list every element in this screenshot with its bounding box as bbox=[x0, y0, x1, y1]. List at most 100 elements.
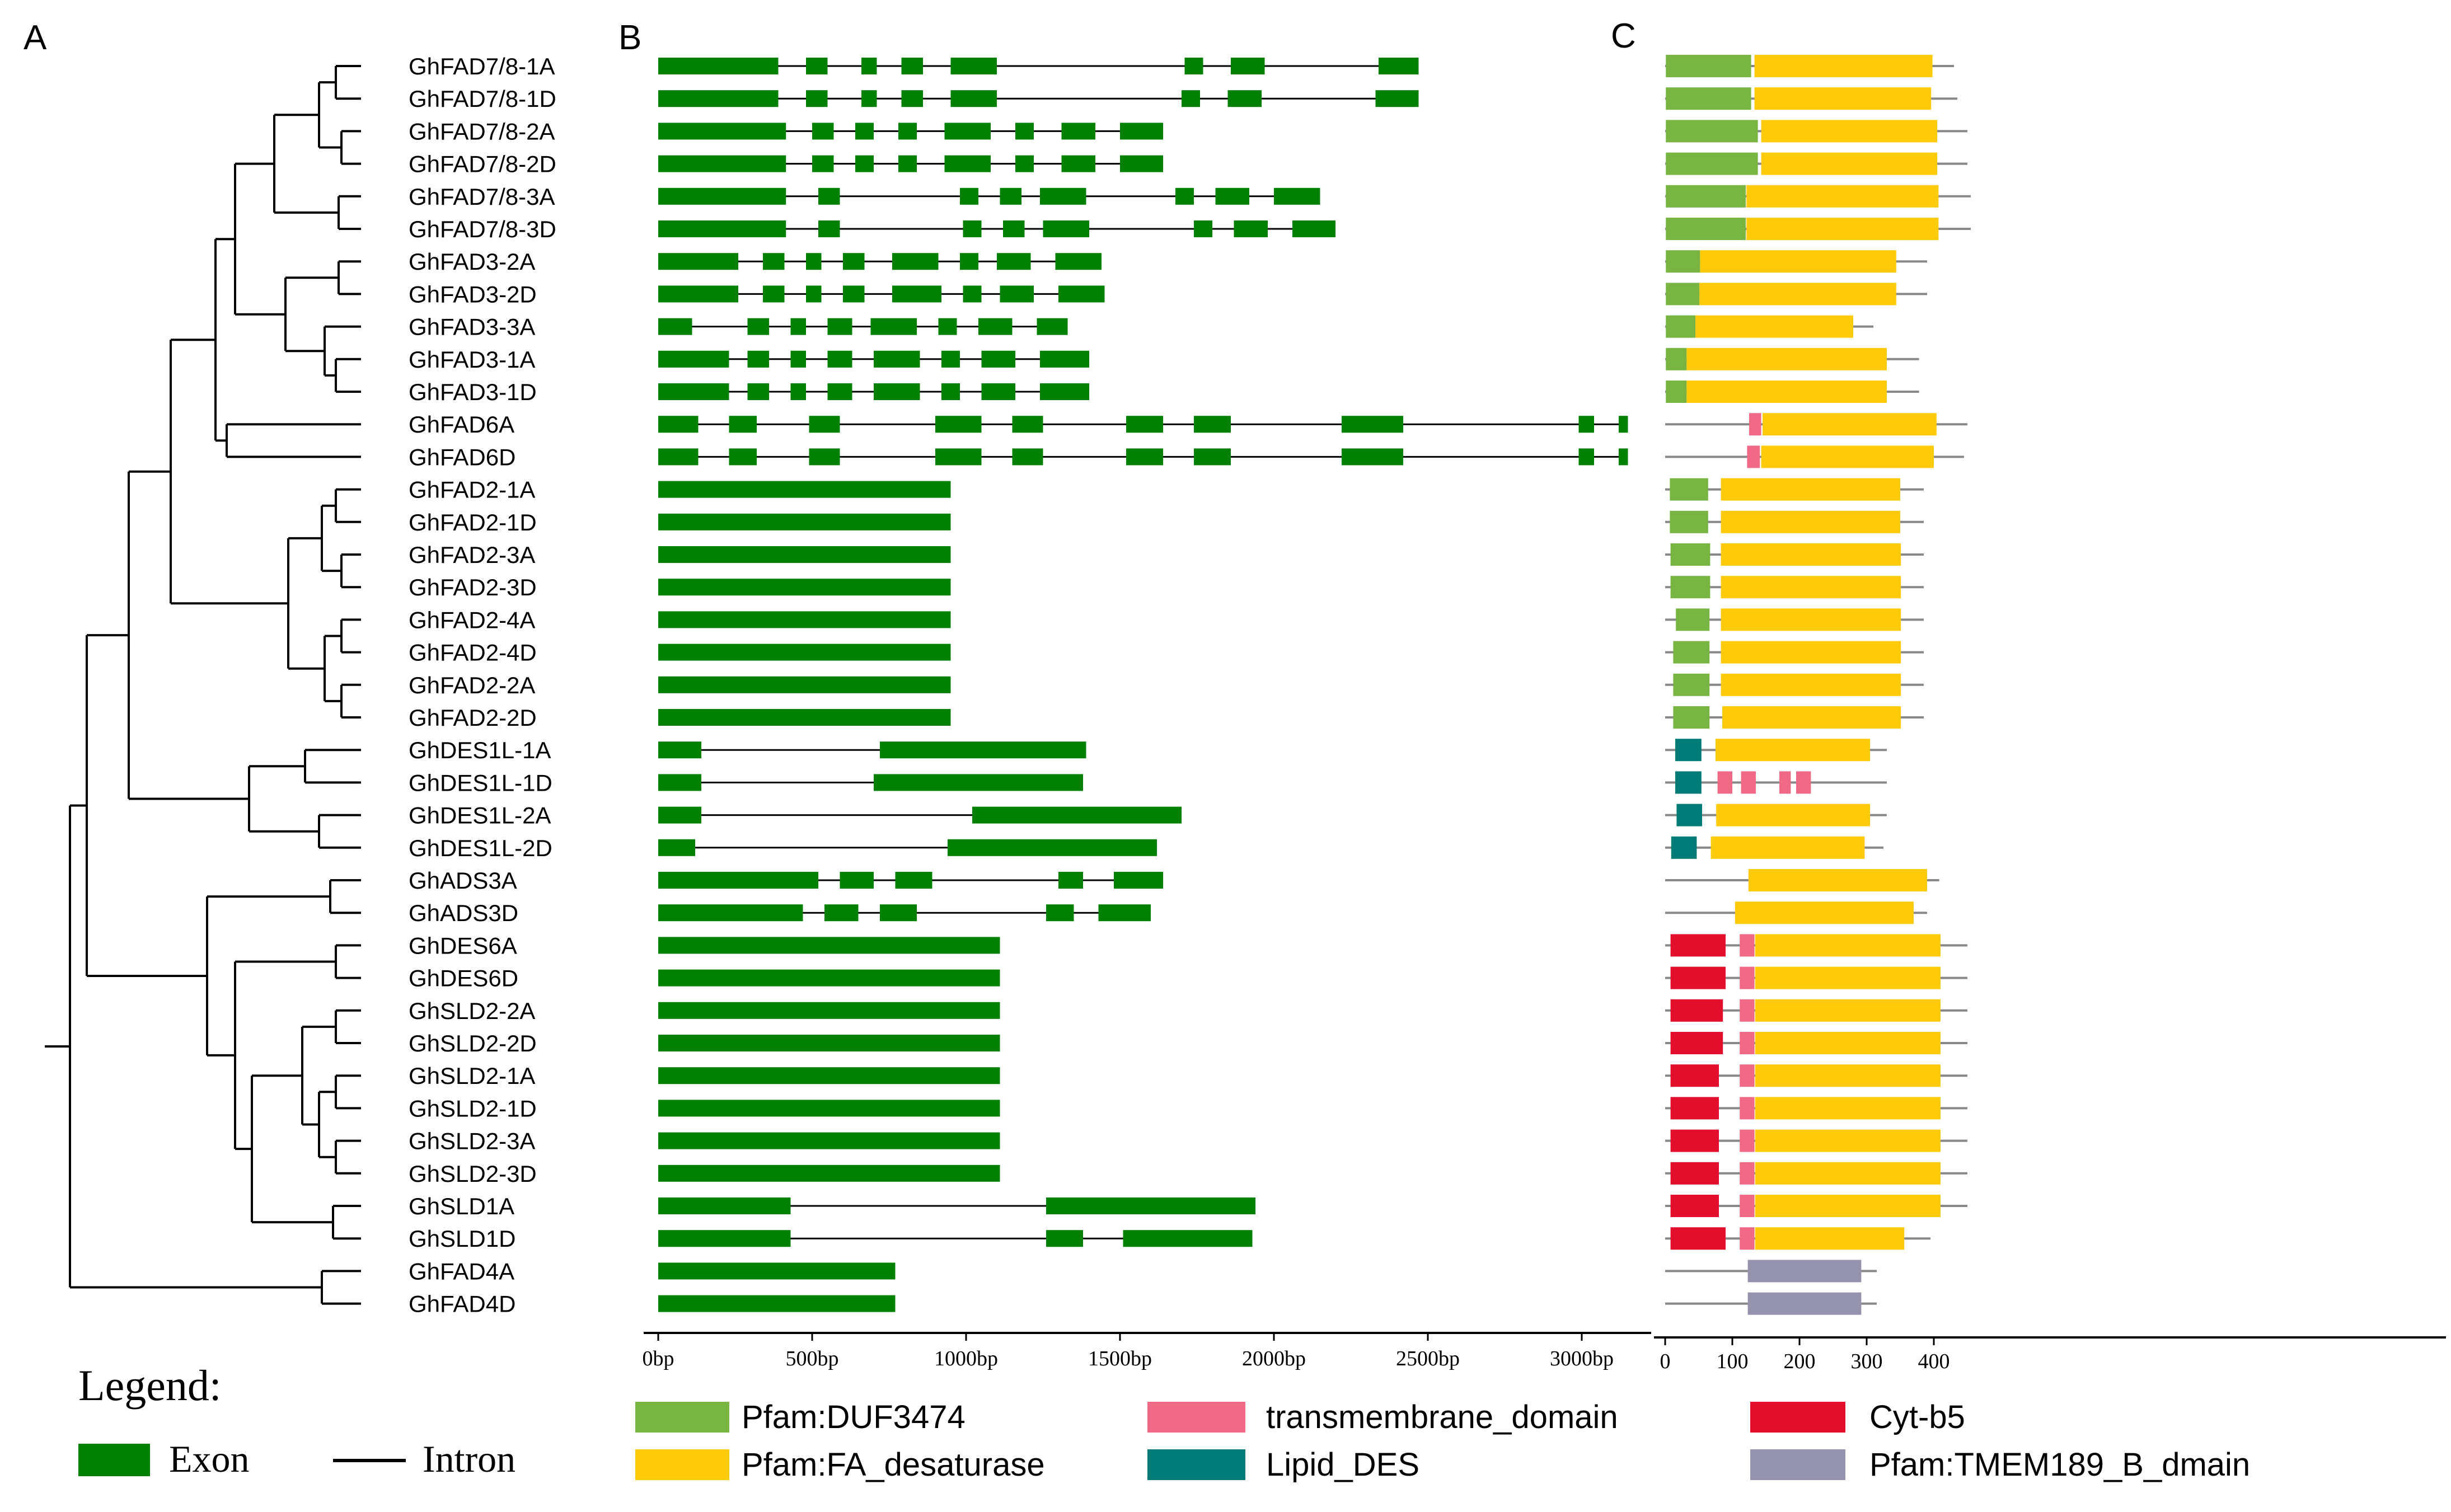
exon bbox=[1175, 187, 1194, 205]
legend-title: Legend: bbox=[78, 1361, 222, 1410]
gene-label: GhFAD2-1A bbox=[409, 477, 535, 503]
exon bbox=[824, 904, 859, 922]
protein-row bbox=[1665, 1097, 1967, 1120]
exon bbox=[658, 546, 951, 563]
exon bbox=[658, 285, 738, 303]
protein-row bbox=[1665, 1129, 1967, 1152]
exon bbox=[763, 285, 785, 303]
domain-fa-desaturase bbox=[1721, 543, 1901, 566]
exon bbox=[658, 709, 951, 726]
exon bbox=[901, 58, 923, 74]
exon bbox=[827, 383, 852, 400]
gene-structure-row bbox=[658, 220, 1335, 237]
gene-structure-row bbox=[658, 155, 1163, 172]
exon bbox=[874, 350, 920, 368]
gene-structure-row bbox=[658, 90, 1419, 107]
domain-fa-desaturase bbox=[1686, 381, 1887, 403]
gene-structure-axis: 0bp 500bp 1000bp 1500bp 2000bp 2500bp 3000bp bbox=[643, 1332, 1651, 1370]
exon bbox=[950, 90, 997, 107]
exon bbox=[941, 383, 960, 400]
exon bbox=[1046, 1230, 1083, 1247]
exon bbox=[895, 872, 932, 889]
protein-row bbox=[1665, 1292, 1877, 1315]
domain-transmembrane bbox=[1740, 1064, 1755, 1087]
domain-cyt-b5 bbox=[1670, 1162, 1719, 1185]
protein-row bbox=[1665, 999, 1967, 1022]
domain-transmembrane bbox=[1749, 413, 1761, 436]
protein-row bbox=[1665, 120, 1967, 143]
domain-fa-desaturase bbox=[1721, 576, 1901, 599]
gene-structure-row bbox=[658, 969, 1000, 987]
domain-cyt-b5 bbox=[1670, 1097, 1719, 1120]
protein-row bbox=[1665, 348, 1919, 370]
legend-cytb5-label: Cyt-b5 bbox=[1869, 1399, 1965, 1435]
domain-fa-desaturase bbox=[1721, 510, 1900, 533]
exon bbox=[840, 872, 874, 889]
domain-fa-desaturase bbox=[1755, 1162, 1941, 1185]
domain-cyt-b5 bbox=[1670, 1064, 1719, 1087]
gene-label: GhFAD6A bbox=[409, 411, 514, 438]
exon bbox=[658, 1262, 896, 1280]
exon bbox=[1037, 318, 1068, 335]
gene-label: GhADS3D bbox=[409, 900, 518, 926]
exon bbox=[1126, 448, 1163, 466]
protein-row bbox=[1665, 901, 1927, 924]
domain-cyt-b5 bbox=[1670, 934, 1726, 957]
protein-row bbox=[1665, 836, 1883, 859]
exon bbox=[806, 90, 828, 107]
gene-label: GhSLD2-2A bbox=[409, 998, 535, 1024]
exon bbox=[790, 350, 806, 368]
exon bbox=[658, 416, 699, 433]
domain-fa-desaturase bbox=[1748, 869, 1927, 891]
exon bbox=[658, 904, 803, 922]
exon bbox=[960, 253, 978, 270]
exon bbox=[1046, 904, 1074, 922]
protein-row bbox=[1665, 87, 1957, 110]
legend-fa-desaturase-swatch bbox=[635, 1449, 729, 1480]
domain-duf3474 bbox=[1666, 55, 1751, 77]
exon bbox=[806, 285, 822, 303]
exon bbox=[1055, 253, 1102, 270]
domain-duf3474 bbox=[1666, 250, 1700, 273]
domain-duf3474 bbox=[1673, 706, 1710, 729]
exon bbox=[855, 155, 874, 172]
gene-label: GhDES1L-2D bbox=[409, 835, 552, 861]
domain-transmembrane bbox=[1796, 771, 1811, 794]
gene-label: GhFAD4D bbox=[409, 1291, 515, 1317]
gene-structure-row bbox=[658, 253, 1102, 270]
domain-transmembrane bbox=[1747, 445, 1760, 468]
exon bbox=[729, 448, 757, 466]
protein-row bbox=[1665, 966, 1967, 989]
domain-fa-desaturase bbox=[1755, 934, 1941, 957]
exon bbox=[658, 1198, 791, 1214]
legend-exon-label: Exon bbox=[169, 1438, 250, 1480]
protein-row bbox=[1665, 381, 1919, 403]
gene-structure-row bbox=[658, 1067, 1000, 1084]
legend-transmembrane-swatch bbox=[1147, 1402, 1245, 1433]
gene-structure-row bbox=[658, 1295, 896, 1312]
domain-fa-desaturase bbox=[1754, 87, 1932, 110]
exon bbox=[874, 774, 1083, 791]
domain-lipid-des bbox=[1675, 739, 1702, 762]
exon bbox=[1000, 285, 1034, 303]
axis-tick-label: 0bp bbox=[643, 1347, 674, 1370]
gene-structure-row bbox=[658, 416, 1628, 433]
domain-duf3474 bbox=[1670, 543, 1710, 566]
exon bbox=[658, 1100, 1000, 1117]
protein-row bbox=[1665, 1032, 1967, 1054]
gene-label: GhFAD3-2D bbox=[409, 281, 537, 307]
domain-fa-desaturase bbox=[1699, 283, 1896, 306]
exon bbox=[1619, 416, 1628, 433]
exon bbox=[658, 350, 729, 368]
exon bbox=[658, 1164, 1000, 1182]
exon bbox=[1015, 155, 1034, 172]
domain-duf3474 bbox=[1666, 381, 1687, 403]
gene-structure-row bbox=[658, 839, 1157, 856]
axis-tick-label: 1000bp bbox=[934, 1347, 998, 1370]
panel-label-b: B bbox=[618, 18, 641, 57]
domain-transmembrane bbox=[1740, 1162, 1755, 1185]
domain-fa-desaturase bbox=[1721, 478, 1900, 501]
exon bbox=[1292, 220, 1335, 237]
domain-fa-desaturase bbox=[1755, 1129, 1941, 1152]
exon bbox=[1043, 220, 1089, 237]
